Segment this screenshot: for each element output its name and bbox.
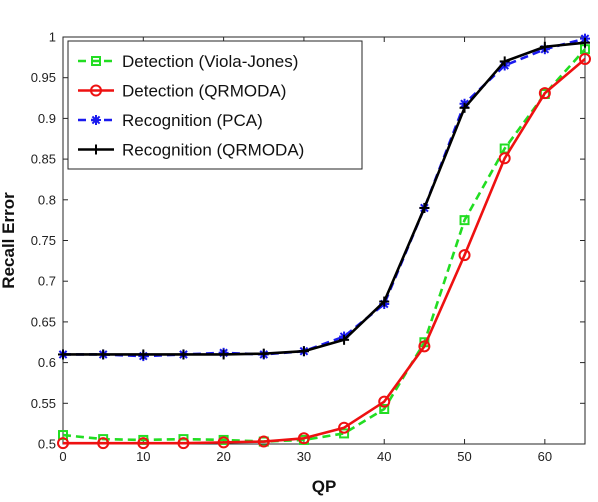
data-point-marker [459, 102, 470, 113]
data-point-marker [579, 52, 591, 65]
legend-label: Detection (Viola-Jones) [122, 52, 298, 71]
data-point-marker [458, 249, 471, 262]
legend-entry: Recognition (PCA) [78, 111, 263, 130]
legend-marker-swatch [91, 115, 101, 125]
y-tick-label: 0.85 [31, 152, 56, 167]
legend-entry: Detection (Viola-Jones) [78, 52, 298, 71]
data-point-marker [217, 436, 230, 449]
legend-marker-swatch [91, 56, 101, 66]
series-line [62, 48, 586, 443]
legend: Detection (Viola-Jones) Detection (QRMODA… [67, 40, 363, 170]
data-point-marker [378, 395, 391, 408]
legend-label: Recognition (PCA) [122, 111, 263, 130]
y-axis-ticks: 0.5 0.55 0.6 0.65 0.7 0.75 0.8 0.85 0.9 0.95 1 [31, 30, 585, 452]
x-tick-label: 10 [136, 449, 150, 464]
y-tick-label: 0.9 [38, 111, 56, 126]
data-point-marker [379, 403, 390, 414]
data-point-marker [177, 437, 190, 450]
data-point-marker [297, 432, 310, 445]
data-point-marker [98, 349, 109, 360]
legend-marker-swatch [90, 84, 102, 97]
x-axis-ticks: 0 10 20 30 40 50 60 [59, 37, 552, 464]
data-point-marker [57, 437, 69, 450]
legend-marker-swatch [91, 144, 101, 155]
data-point-marker [379, 296, 390, 307]
data-point-marker [137, 437, 150, 450]
y-tick-label: 0.65 [31, 314, 56, 329]
y-axis-label: Recall Error [0, 192, 18, 289]
legend-entry: Detection (QRMODA) [78, 82, 286, 101]
data-point-marker [339, 334, 350, 345]
plot-series [57, 33, 591, 450]
series-line [63, 57, 586, 445]
data-point-marker [257, 435, 270, 448]
x-axis-label: QP [312, 477, 337, 496]
data-point-marker [258, 348, 269, 359]
data-point-marker [419, 202, 430, 213]
y-tick-label: 1 [49, 30, 56, 45]
y-tick-label: 0.7 [38, 274, 56, 289]
y-tick-label: 0.5 [38, 437, 56, 452]
data-point-marker [138, 349, 149, 360]
x-tick-label: 0 [59, 449, 66, 464]
data-point-marker [418, 340, 431, 353]
data-point-marker [338, 421, 351, 434]
data-point-marker [339, 428, 350, 439]
series-line [63, 37, 586, 358]
y-tick-label: 0.6 [38, 355, 56, 370]
data-point-marker [298, 346, 309, 357]
series-3 [58, 37, 590, 360]
data-point-marker [218, 349, 229, 360]
legend-label: Detection (QRMODA) [122, 82, 286, 101]
data-point-marker [58, 349, 68, 360]
data-point-marker [97, 437, 110, 450]
legend-label: Recognition (QRMODA) [122, 141, 304, 160]
y-tick-label: 0.95 [31, 70, 56, 85]
x-tick-label: 20 [216, 449, 230, 464]
data-point-marker [498, 152, 511, 165]
data-point-marker [580, 37, 590, 48]
x-tick-label: 40 [377, 449, 391, 464]
x-tick-label: 60 [538, 449, 552, 464]
data-point-marker [459, 215, 470, 226]
y-tick-label: 0.55 [31, 396, 56, 411]
y-tick-label: 0.75 [31, 233, 56, 248]
legend-box [67, 40, 363, 170]
series-1 [57, 52, 591, 450]
data-point-marker [178, 349, 189, 360]
x-tick-label: 50 [457, 449, 471, 464]
y-tick-label: 0.8 [38, 192, 56, 207]
data-point-marker [539, 41, 550, 52]
data-point-marker [499, 56, 510, 67]
x-tick-label: 30 [297, 449, 311, 464]
series-line [63, 41, 586, 356]
data-point-marker [538, 87, 551, 100]
legend-entry: Recognition (QRMODA) [78, 141, 304, 160]
